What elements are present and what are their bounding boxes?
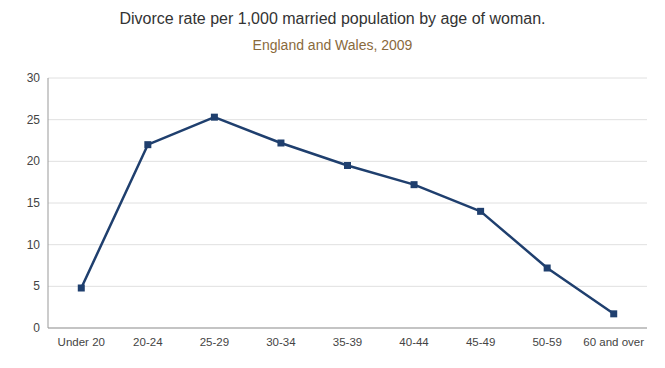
x-axis-line [48, 328, 647, 329]
x-tick-label: 25-29 [200, 336, 229, 348]
x-tick-label: 30-34 [266, 336, 296, 348]
subtitle: England and Wales, 2009 [253, 37, 413, 53]
y-axis-line [48, 78, 49, 328]
grid-line [48, 161, 647, 162]
x-tick-label: 35-39 [333, 336, 362, 348]
x-tick-label: 60 and over [583, 336, 644, 348]
grid-line [48, 328, 647, 329]
data-point [411, 181, 418, 188]
y-tick-label: 30 [27, 71, 41, 85]
y-tick-label: 20 [27, 154, 41, 168]
grid-line [48, 78, 647, 79]
data-point [544, 265, 551, 272]
grid-line [48, 244, 647, 245]
data-point [144, 141, 151, 148]
x-tick-label: 20-24 [133, 336, 163, 348]
y-tick-label: 15 [27, 196, 41, 210]
data-point [78, 285, 85, 292]
y-tick-label: 25 [27, 113, 41, 127]
plot-area [78, 114, 617, 318]
y-tick-label: 0 [33, 321, 40, 335]
y-grid [48, 78, 647, 328]
y-tick-label: 10 [27, 238, 41, 252]
grid-line [48, 203, 647, 204]
x-tick-label: Under 20 [58, 336, 105, 348]
x-tick-label: 45-49 [466, 336, 495, 348]
data-point [211, 114, 218, 121]
data-line [81, 117, 613, 314]
data-point [610, 310, 617, 317]
grid-line [48, 119, 647, 120]
grid-line [48, 286, 647, 287]
data-point [277, 140, 284, 147]
x-tick-label: 50-59 [532, 336, 561, 348]
title: Divorce rate per 1,000 married populatio… [119, 10, 545, 27]
chart-container: Divorce rate per 1,000 married populatio… [0, 0, 665, 368]
y-tick-label: 5 [33, 279, 40, 293]
chart-svg: Divorce rate per 1,000 married populatio… [0, 0, 665, 368]
x-tick-label: 40-44 [399, 336, 429, 348]
data-point [477, 208, 484, 215]
data-point [344, 162, 351, 169]
